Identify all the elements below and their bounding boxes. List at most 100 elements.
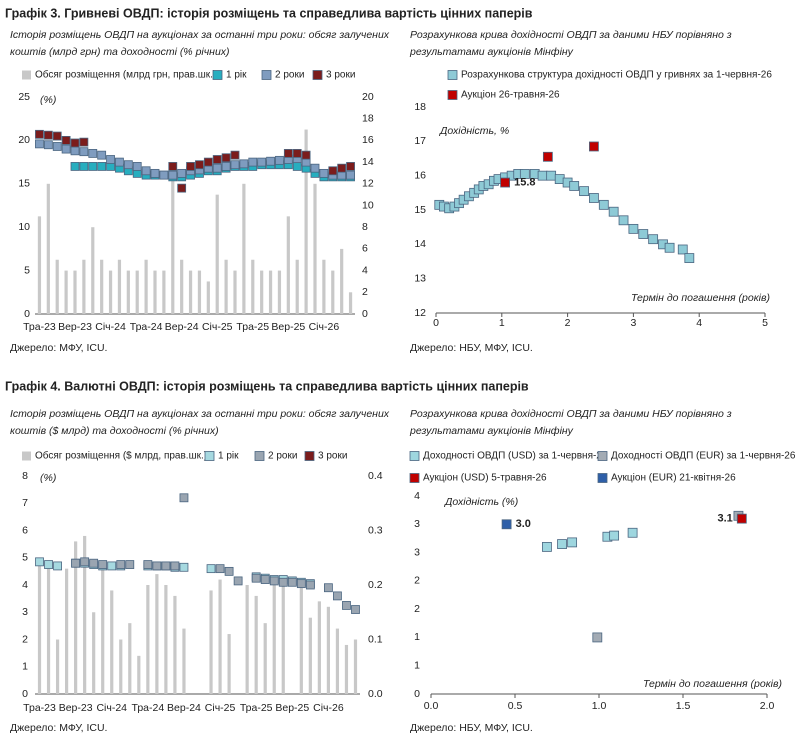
y-tick-label: 0 (24, 308, 30, 320)
bar (286, 216, 290, 314)
bar (180, 259, 184, 314)
y-tick-label: 0 (22, 688, 28, 700)
bar (74, 541, 78, 694)
y-tick-label: 10 (18, 221, 30, 233)
y-axis-label: Дохідність (%) (444, 496, 518, 508)
legend-label: 3 роки (318, 451, 347, 462)
marker (107, 561, 117, 571)
y-tick-label: 5 (22, 552, 28, 564)
y-tick-label: 2 (414, 575, 420, 587)
legend-swatch (312, 70, 323, 80)
x-tick-label: 1 (499, 317, 505, 329)
y-tick-label: 3 (22, 606, 28, 618)
marker (579, 186, 589, 197)
legend-label: Аукціон (USD) 5-травня-26 (423, 473, 547, 484)
y-tick-label: 20 (18, 134, 30, 146)
marker (351, 605, 360, 614)
marker (70, 146, 80, 156)
bar (295, 259, 299, 314)
marker (177, 168, 187, 178)
marker (608, 206, 619, 217)
legend-swatch (409, 473, 420, 483)
y-tick-label: 6 (22, 524, 28, 536)
legend-swatch (204, 451, 215, 461)
x-tick-label: Тра-23 (23, 321, 56, 333)
subtitle: Історія розміщень ОВДП на аукціонах за о… (10, 408, 390, 420)
y-tick-label: 3 (414, 518, 420, 530)
marker (179, 493, 189, 503)
bar (299, 585, 303, 694)
marker (53, 561, 62, 571)
marker (567, 537, 578, 548)
bar (260, 270, 264, 314)
bar (242, 183, 246, 314)
bar (171, 172, 175, 314)
marker (195, 160, 204, 170)
marker (257, 157, 267, 167)
y2-tick-label: 0.4 (368, 470, 383, 482)
bar (182, 628, 186, 694)
bar (215, 194, 219, 314)
marker (239, 159, 249, 169)
marker (79, 137, 89, 147)
bar (46, 183, 50, 314)
source: Джерело: НБУ, МФУ, ICU. (410, 342, 533, 354)
x-axis-label: Термін до погашення (років) (631, 292, 770, 304)
y-tick-label: 2 (414, 603, 420, 615)
legend-label: 1 рік (226, 70, 247, 81)
legend-swatch (409, 451, 420, 461)
x-tick-label: 1.0 (592, 700, 607, 712)
marker (310, 163, 320, 173)
x-tick-label: Січ-26 (313, 702, 344, 714)
marker (305, 580, 315, 590)
marker (260, 575, 270, 584)
marker (248, 157, 258, 167)
bar (277, 270, 282, 314)
legend-label: Доходності ОВДП (EUR) за 1-червня-26 (611, 451, 796, 462)
marker (215, 564, 225, 574)
bar (335, 628, 340, 694)
legend-swatch (597, 473, 608, 483)
y-tick-label: 12 (414, 307, 426, 319)
bar (340, 248, 344, 314)
bar (188, 270, 193, 314)
y-tick-label: 15 (18, 178, 30, 190)
bar (46, 563, 51, 694)
legend-label: Аукціон 26-травня-26 (461, 90, 560, 101)
subtitle: Розрахункова крива дохідності ОВДП за да… (410, 29, 732, 41)
bar (55, 259, 59, 314)
y-tick-label: 1 (414, 631, 420, 643)
legend-label: 2 роки (268, 451, 297, 462)
marker (275, 155, 284, 165)
bar (37, 216, 42, 314)
marker (35, 139, 44, 149)
y-tick-label: 16 (414, 169, 426, 181)
marker (161, 561, 171, 571)
bar (218, 579, 222, 694)
y-tick-label: 4 (414, 490, 420, 502)
subtitle: коштів ($ млрд) та доходності (% річних) (10, 425, 219, 437)
marker (70, 162, 80, 171)
marker (150, 168, 160, 178)
bar (100, 259, 104, 314)
bar (313, 183, 317, 314)
legend-swatch (22, 70, 31, 80)
marker (203, 157, 213, 167)
marker (269, 576, 279, 586)
bar (326, 606, 331, 694)
bar (101, 563, 105, 694)
marker (230, 160, 240, 170)
bar (245, 585, 249, 694)
marker (319, 168, 329, 178)
y2-tick-label: 0.1 (368, 633, 383, 645)
marker (35, 557, 44, 567)
legend-label: 3 роки (326, 70, 355, 81)
bar (146, 585, 150, 694)
data-label: 3.0 (516, 518, 531, 530)
marker (546, 170, 557, 181)
y2-tick-label: 0.3 (368, 524, 383, 536)
subtitle: коштів (млрд грн) та доходності (% річни… (10, 46, 230, 58)
y2-tick-label: 2 (362, 286, 368, 298)
bar (224, 259, 228, 314)
